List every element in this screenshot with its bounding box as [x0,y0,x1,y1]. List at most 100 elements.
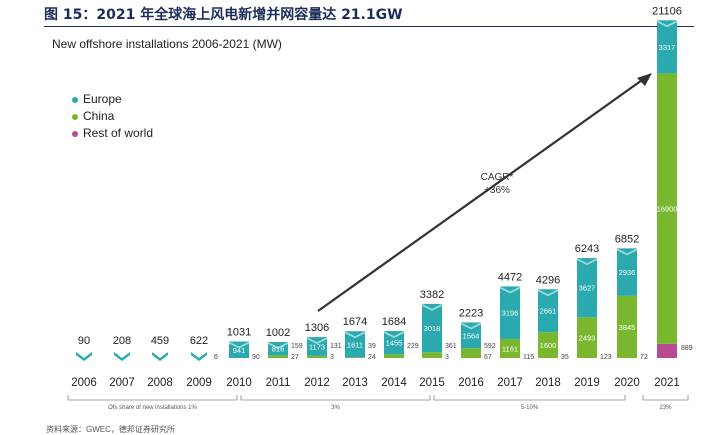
bar-europe-2016 [461,322,481,349]
legend-label-europe: Europe [83,92,122,106]
row-label-2010: 90 [252,354,260,361]
row-label-2016: 67 [484,354,492,361]
bar-cap-2020 [617,248,637,256]
share-label-1: Ofs share of new installations 1% [108,405,197,411]
x-tick-label-2011: 2011 [266,377,291,389]
china-label-2015: 361 [445,343,457,350]
bar-europe-2021 [657,20,677,74]
x-tick-label-2013: 2013 [342,377,368,389]
row-label-2017: 115 [523,354,534,361]
china-label-2018: 1600 [540,341,557,350]
bar-cap-2012 [307,337,327,345]
share-label-3: 5-10% [521,405,539,411]
bar-china-2018 [538,332,558,358]
europe-label-2021: 3317 [659,43,676,52]
bar-china-2020 [617,295,637,358]
china-label-2013: 39 [368,343,376,350]
bar-cap-2013 [345,331,365,339]
x-tick-label-2021: 2021 [654,377,680,389]
x-tick-label-2015: 2015 [419,377,445,389]
bar-china-2019 [577,317,597,358]
bar-cap-2015 [422,303,442,311]
bar-cap-2010 [229,341,249,349]
x-tick-label-2006: 2006 [71,377,97,389]
bar-marker-2008 [152,352,168,361]
x-tick-label-2014: 2014 [381,377,407,389]
total-label-2021: 21106 [652,5,682,17]
x-tick-label-2018: 2018 [535,377,561,389]
total-label-2007: 208 [113,335,131,347]
total-label-2016: 2223 [459,307,483,319]
x-tick-label-2007: 2007 [109,377,135,389]
bar-china-2011 [268,355,288,358]
legend-item-china: China [72,109,114,123]
x-tick-label-2010: 2010 [226,377,252,389]
total-label-2017: 4472 [498,271,522,283]
row-label-2013: 24 [368,354,376,361]
row-label-2018: 35 [561,354,569,361]
china-label-2012: 131 [330,343,342,350]
total-label-2013: 1674 [343,316,367,328]
europe-label-2019: 3627 [579,284,596,293]
share-bracket-3 [433,395,626,401]
bar-china-2014 [384,354,404,358]
europe-label-2010: 941 [233,346,246,355]
europe-label-2020: 2936 [619,268,636,277]
europe-label-2011: 816 [272,345,285,354]
bar-marker-2006 [76,352,92,361]
bar-rest-of-world-2021 [657,343,677,358]
bar-cap-2017 [500,286,520,294]
bar-europe-2020 [617,248,637,296]
bar-europe-2019 [577,258,597,318]
x-tick-label-2019: 2019 [574,377,600,389]
x-tick-label-2020: 2020 [614,377,640,389]
bar-cap-2021 [657,20,677,28]
row-label-2015: 3 [445,354,449,361]
cagr-arrow-head [637,73,652,86]
total-label-2018: 4296 [536,274,560,286]
cagr-arrow-line [317,77,646,312]
bar-europe-2013 [345,331,365,358]
share-label-4: 23% [659,405,672,411]
legend-item-europe: Europe [72,92,122,106]
china-label-2020: 3845 [619,323,636,332]
bar-china-2021 [657,73,677,344]
europe-label-2017: 3196 [502,309,519,318]
x-tick-label-2016: 2016 [458,377,484,389]
europe-label-2018: 2661 [540,307,557,316]
bar-europe-2017 [500,286,520,339]
bar-marker-2007 [114,352,130,361]
total-label-2014: 1684 [382,316,406,328]
total-label-2015: 3382 [420,289,444,301]
row-label-2021: 889 [681,345,693,352]
rest-of-world-legend-marker [72,130,78,137]
row-label-2009: 6 [214,354,218,361]
total-label-2011: 1002 [266,327,290,339]
bar-cap-2016 [461,322,481,330]
europe-label-2015: 3018 [424,324,441,333]
cagr-label-line-1: CAGR* [481,172,514,183]
china-label-2016: 592 [484,343,496,350]
bar-europe-2014 [384,331,404,355]
china-legend-marker [72,113,78,120]
bar-china-2017 [500,338,520,358]
china-label-2014: 229 [407,343,419,350]
total-label-2009: 622 [190,335,208,347]
bar-china-2015 [422,352,442,358]
row-label-2011: 27 [291,354,299,361]
share-bracket-4 [642,395,689,401]
legend-label-china: China [83,109,115,123]
total-label-2020: 6852 [615,233,639,245]
row-label-2019: 123 [600,354,612,361]
europe-label-2014: 1455 [386,339,403,348]
china-label-2019: 2493 [579,334,596,343]
total-label-2010: 1031 [227,327,251,339]
bar-cap-2018 [538,289,558,297]
china-label-2021: 16900 [657,205,678,214]
chart-title: New offshore installations 2006-2021 (MW… [52,37,282,51]
share-label-2: 3% [331,405,340,411]
china-label-2017: 1161 [502,344,518,353]
total-label-2012: 1306 [305,322,329,334]
x-tick-label-2009: 2009 [186,377,212,389]
